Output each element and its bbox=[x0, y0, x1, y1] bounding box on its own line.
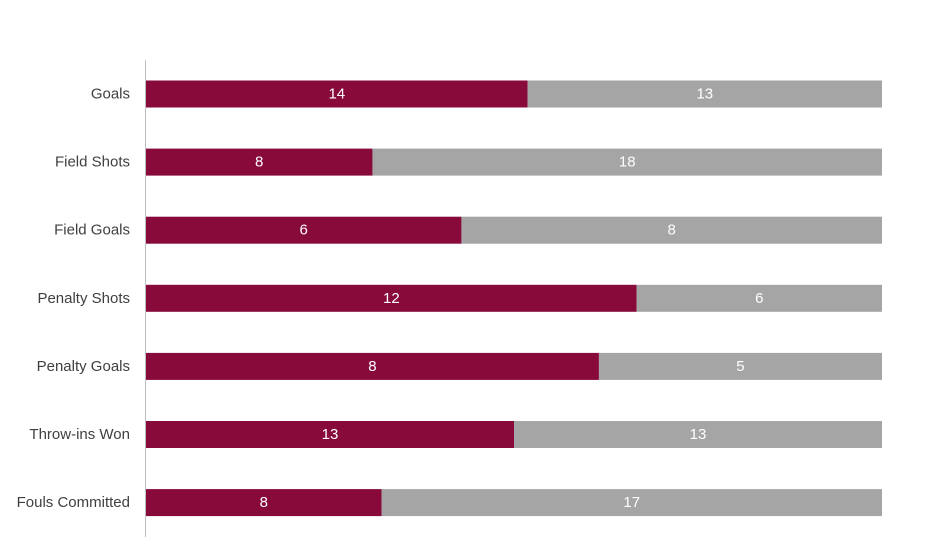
data-label: 18 bbox=[619, 154, 636, 171]
bar-segment-series-1 bbox=[146, 421, 514, 448]
bar-segment-series-1 bbox=[146, 489, 382, 517]
data-label: 13 bbox=[696, 86, 713, 103]
data-label: 14 bbox=[328, 86, 345, 103]
bar-segment-series-1 bbox=[146, 148, 373, 176]
bar-segment-series-2 bbox=[461, 216, 882, 244]
data-label: 13 bbox=[322, 426, 339, 443]
bar-segment-series-1 bbox=[146, 80, 528, 108]
category-label: Field Shots bbox=[55, 154, 130, 171]
bar-segment-series-1 bbox=[146, 352, 599, 380]
category-label: Penalty Shots bbox=[37, 290, 130, 307]
bar-segment-series-2 bbox=[514, 421, 882, 448]
bar-segment-series-2 bbox=[372, 148, 882, 176]
category-label: Throw-ins Won bbox=[29, 426, 130, 443]
data-label: 12 bbox=[383, 290, 400, 307]
data-label: 8 bbox=[255, 154, 263, 171]
category-label: Goals bbox=[91, 86, 130, 103]
bar-segment-series-2 bbox=[381, 489, 882, 517]
category-labels-group: Goals Field Shots Field Goals Penalty Shots… bbox=[17, 86, 130, 512]
data-label: 13 bbox=[690, 426, 707, 443]
data-label: 8 bbox=[368, 358, 376, 375]
bar-segment-series-1 bbox=[146, 216, 462, 244]
bar-segment-series-2 bbox=[598, 352, 882, 380]
bar-segment-series-2 bbox=[636, 284, 882, 312]
bar-segment-series-2 bbox=[527, 80, 882, 108]
data-label: 6 bbox=[755, 290, 763, 307]
data-label: 5 bbox=[736, 358, 744, 375]
category-label: Field Goals bbox=[54, 222, 130, 239]
data-label: 6 bbox=[300, 222, 308, 239]
category-label: Fouls Committed bbox=[17, 494, 130, 511]
bar-segment-series-1 bbox=[146, 284, 637, 312]
category-label: Penalty Goals bbox=[37, 358, 130, 375]
data-label: 17 bbox=[623, 494, 640, 511]
bars-group: 14 13 8 18 6 8 12 6 8 5 13 13 8 17 bbox=[146, 80, 882, 517]
data-label: 8 bbox=[668, 222, 676, 239]
data-label: 8 bbox=[260, 494, 268, 511]
